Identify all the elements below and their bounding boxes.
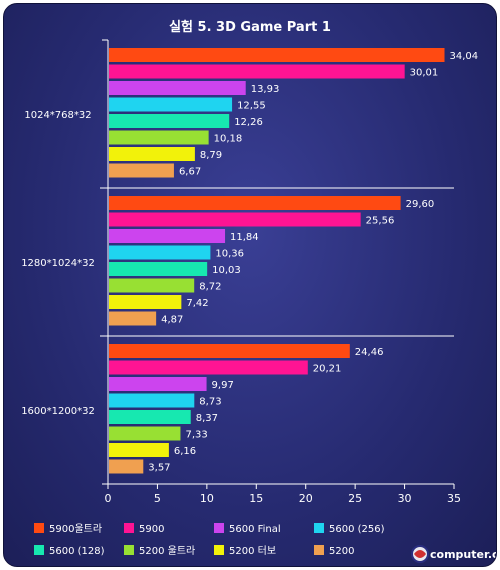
data-label: 10,03 — [212, 265, 241, 276]
legend-label: 5200 터보 — [229, 545, 276, 557]
data-label: 7,42 — [186, 298, 208, 309]
logo-swoosh-icon — [414, 550, 426, 558]
data-label: 9,97 — [212, 380, 234, 391]
x-tick-label: 0 — [105, 492, 112, 505]
bar — [109, 377, 207, 391]
data-label: 10,18 — [214, 134, 243, 145]
legend-label: 5600 Final — [229, 524, 281, 535]
data-label: 4,87 — [161, 315, 183, 326]
legend-swatch — [34, 545, 44, 555]
bar — [109, 212, 361, 227]
data-label: 25,56 — [366, 216, 395, 227]
bar — [109, 97, 233, 112]
bar — [109, 443, 169, 457]
data-label: 12,26 — [234, 117, 263, 128]
bar — [109, 278, 195, 293]
data-label: 8,37 — [196, 413, 218, 424]
data-label: 10,36 — [215, 249, 244, 260]
computer-co-kr-logo: computer.co.kr — [411, 545, 496, 563]
legend-swatch — [214, 523, 224, 533]
data-label: 7,33 — [185, 430, 207, 441]
data-label: 29,60 — [406, 199, 435, 210]
bar — [109, 48, 445, 62]
x-tick-label: 30 — [398, 492, 412, 505]
chart-frame: 실험 5. 3D Game Part 1 0 5 10 15 20 25 30 35 1024*… — [3, 3, 497, 567]
bar — [109, 459, 144, 474]
category-label: 1280*1024*32 — [21, 258, 95, 269]
x-tick-label: 10 — [200, 492, 214, 505]
data-label: 8,72 — [199, 282, 221, 293]
legend-swatch — [124, 523, 134, 533]
data-label: 30,01 — [410, 68, 439, 79]
legend-label: 5900울트라 — [49, 523, 102, 535]
x-tick-label: 25 — [348, 492, 362, 505]
legend-label: 5200 — [329, 546, 354, 557]
x-tick-label: 15 — [249, 492, 263, 505]
data-label: 34,04 — [450, 51, 479, 62]
legend-swatch — [314, 523, 324, 533]
bar — [109, 163, 174, 178]
bar — [109, 262, 208, 276]
legend-label: 5600 (256) — [329, 524, 385, 535]
bar — [109, 196, 401, 210]
data-label: 8,79 — [200, 150, 222, 161]
logo-text: computer.co.kr — [430, 548, 496, 561]
bar — [109, 295, 182, 309]
chart-title: 실험 5. 3D Game Part 1 — [169, 20, 331, 35]
bar — [109, 360, 308, 375]
data-label: 6,16 — [174, 446, 196, 457]
bar — [109, 81, 246, 95]
legend-swatch — [214, 545, 224, 555]
bar — [109, 114, 230, 128]
data-label: 24,46 — [355, 347, 384, 358]
legend-label: 5900 — [139, 524, 164, 535]
legend-label: 5200 울트라 — [139, 545, 195, 557]
legend-swatch — [314, 545, 324, 555]
bar — [109, 393, 195, 408]
bar-chart: 0 5 10 15 20 25 30 35 1024*768*32 34,04 30,01 13,93… — [21, 39, 496, 563]
legend-swatch — [124, 545, 134, 555]
bar — [109, 311, 157, 326]
data-label: 20,21 — [313, 364, 342, 375]
bar — [109, 410, 191, 424]
data-label: 3,57 — [148, 463, 170, 474]
bar — [109, 344, 350, 358]
x-tick-label: 5 — [154, 492, 161, 505]
legend-swatch — [34, 523, 44, 533]
data-label: 11,84 — [230, 232, 259, 243]
data-label: 6,67 — [179, 167, 201, 178]
bar — [109, 64, 405, 79]
bar — [109, 229, 226, 243]
bar — [109, 147, 195, 161]
legend-label: 5600 (128) — [49, 546, 105, 557]
x-tick-label: 35 — [447, 492, 461, 505]
data-label: 8,73 — [199, 397, 221, 408]
bar — [109, 130, 209, 145]
data-label: 12,55 — [237, 101, 266, 112]
data-label: 13,93 — [251, 84, 280, 95]
category-label: 1024*768*32 — [24, 110, 91, 121]
category-label: 1600*1200*32 — [21, 406, 95, 417]
bar — [109, 245, 211, 260]
x-tick-label: 20 — [299, 492, 313, 505]
bar — [109, 426, 181, 441]
